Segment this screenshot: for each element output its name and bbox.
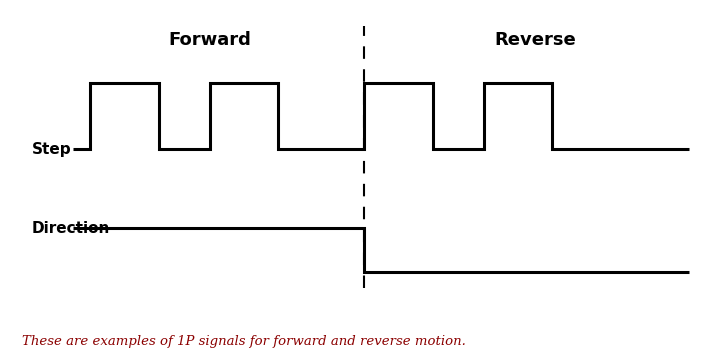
- Text: Reverse: Reverse: [495, 31, 576, 49]
- Text: Forward: Forward: [169, 31, 252, 49]
- Text: These are examples of 1P signals for forward and reverse motion.: These are examples of 1P signals for for…: [22, 335, 466, 348]
- Text: Direction: Direction: [32, 221, 110, 235]
- Text: Step: Step: [32, 142, 71, 157]
